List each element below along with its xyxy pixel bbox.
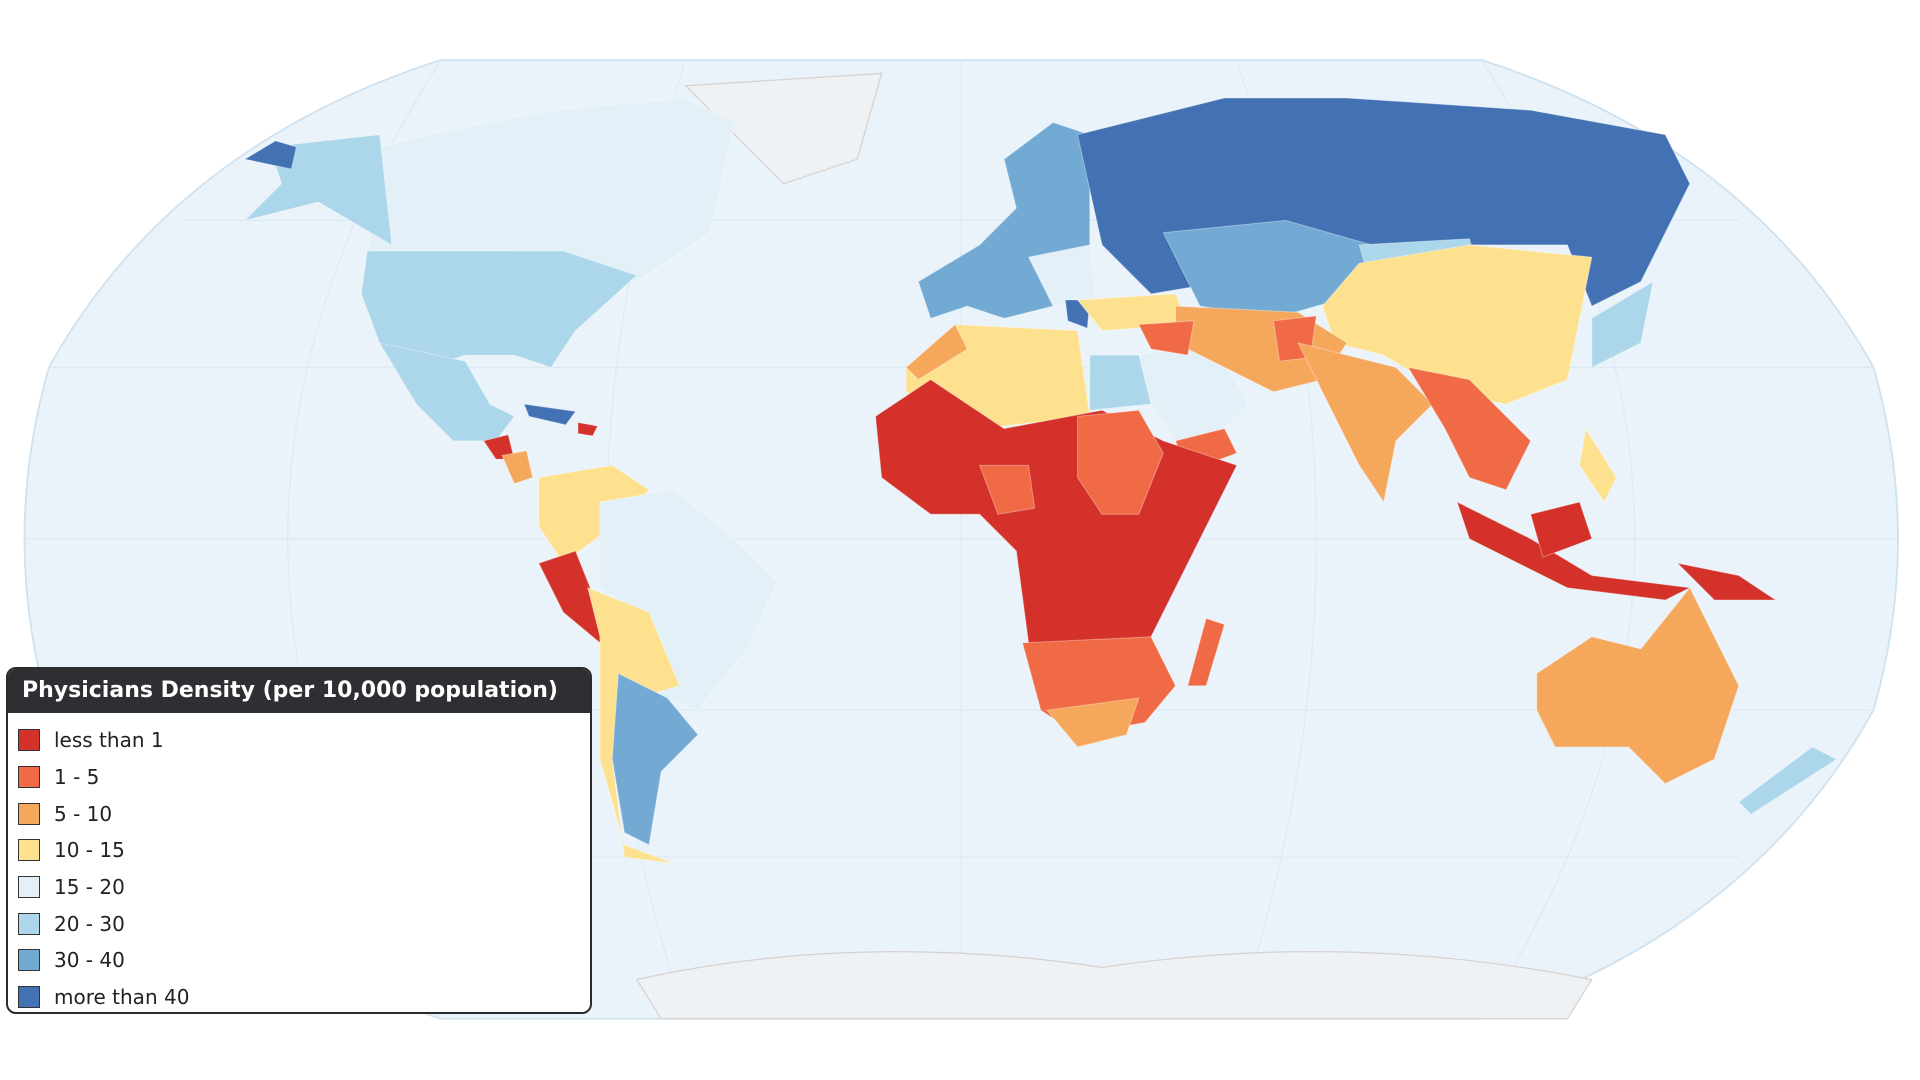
country-region <box>378 342 516 442</box>
legend-label: less than 1 <box>54 728 164 753</box>
country-region <box>1077 409 1164 515</box>
legend-item: 30 - 40 <box>8 942 590 979</box>
legend-swatch <box>18 766 40 789</box>
legend-swatch <box>18 949 40 972</box>
country-region <box>1321 244 1593 405</box>
legend-swatch <box>18 876 40 899</box>
country-region <box>1046 697 1140 748</box>
country-region <box>1138 320 1195 356</box>
country-region <box>1676 562 1778 601</box>
legend-item: less than 1 <box>8 722 590 759</box>
legend-swatch <box>18 986 40 1009</box>
legend-item: 15 - 20 <box>8 869 590 906</box>
legend-item: more than 40 <box>8 979 590 1012</box>
legend: Physicians Density (per 10,000 populatio… <box>6 667 592 1014</box>
country-region <box>1089 354 1152 411</box>
legend-label: 5 - 10 <box>54 801 113 826</box>
country-region <box>611 672 699 846</box>
country-region <box>1187 617 1226 687</box>
legend-swatch <box>18 912 40 935</box>
legend-item: 20 - 30 <box>8 905 590 942</box>
legend-items: less than 1 1 - 5 5 - 10 10 - 15 15 - 20 20 -… <box>8 713 590 1012</box>
country-region <box>366 97 736 283</box>
country-region <box>905 323 968 381</box>
legend-label: 15 - 20 <box>54 875 125 900</box>
legend-label: 1 - 5 <box>54 765 100 790</box>
country-region <box>1536 586 1740 785</box>
legend-swatch <box>18 839 40 862</box>
country-region <box>978 464 1036 515</box>
country-region <box>501 450 534 485</box>
legend-label: more than 40 <box>54 985 190 1010</box>
legend-item: 1 - 5 <box>8 759 590 796</box>
country-region <box>243 140 297 170</box>
country-region <box>1530 501 1593 558</box>
country-region <box>1407 366 1532 491</box>
country-region <box>1297 342 1434 504</box>
antarctica <box>635 951 1593 1020</box>
country-region <box>577 421 599 437</box>
country-region <box>1738 746 1838 815</box>
country-region <box>587 586 681 864</box>
legend-label: 30 - 40 <box>54 948 125 973</box>
country-region <box>523 403 577 426</box>
legend-label: 20 - 30 <box>54 911 125 936</box>
legend-label: 10 - 15 <box>54 838 125 863</box>
legend-item: 5 - 10 <box>8 795 590 832</box>
legend-swatch <box>18 729 40 752</box>
legend-swatch <box>18 802 40 825</box>
legend-title: Physicians Density (per 10,000 populatio… <box>8 669 590 713</box>
country-region <box>1579 427 1617 504</box>
legend-item: 10 - 15 <box>8 832 590 869</box>
country-region <box>1591 280 1654 369</box>
country-region <box>360 250 638 368</box>
